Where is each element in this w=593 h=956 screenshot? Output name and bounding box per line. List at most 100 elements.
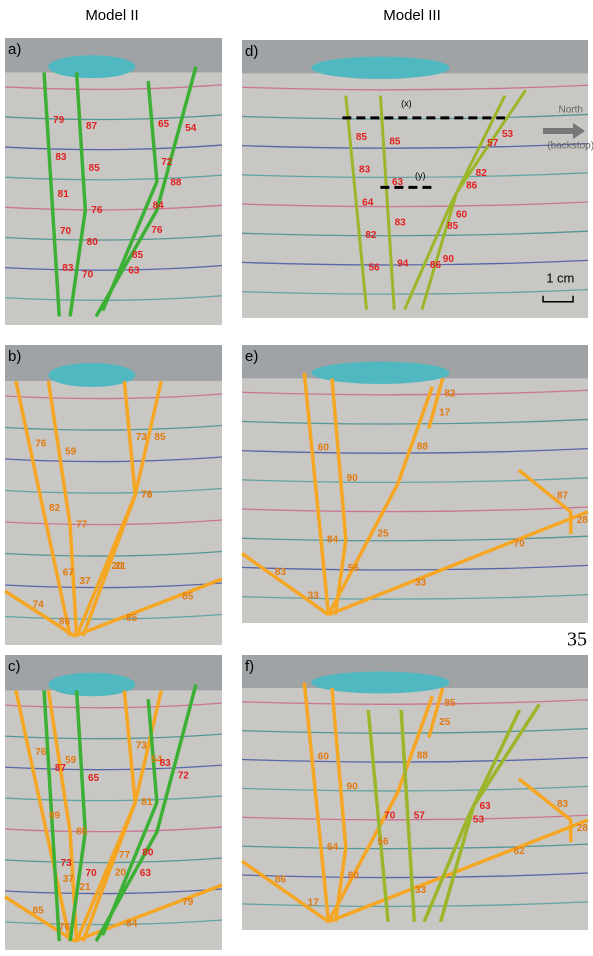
panel: c)76597354857987658372898581777684737080… — [5, 655, 222, 950]
dip-angle: 85 — [154, 432, 166, 443]
dip-angle: 85 — [444, 698, 456, 709]
dip-angle: 20 — [115, 867, 127, 878]
dip-angle: 53 — [473, 815, 485, 826]
dip-angle: 56 — [368, 262, 380, 273]
dip-angle: 76 — [151, 225, 163, 236]
dip-angle: 73 — [141, 490, 153, 501]
page-number: 35 — [567, 629, 587, 651]
dip-angle: 56 — [377, 836, 389, 847]
dip-angle: 90 — [347, 782, 359, 793]
figure: Model II Model III 35 a)7987655483857288… — [0, 0, 593, 956]
panel-label: f) — [245, 658, 254, 675]
dip-angle: 65 — [158, 119, 170, 130]
dip-angle: 64 — [327, 842, 339, 853]
dip-angle: 85 — [182, 591, 194, 602]
dip-angle: 82 — [444, 389, 456, 400]
panel-depression — [311, 57, 449, 79]
dip-angle: 80 — [142, 848, 154, 859]
dip-angle: 84 — [327, 534, 339, 545]
dip-angle: 86 — [466, 180, 478, 191]
dip-angle: 70 — [60, 226, 72, 237]
dip-angle: 77 — [119, 850, 131, 861]
dip-angle: 76 — [91, 205, 103, 216]
dip-angle: 82 — [49, 503, 61, 514]
column-header: Model III — [383, 7, 441, 24]
dip-angle: 83 — [62, 263, 74, 274]
dip-angle: 85 — [447, 221, 459, 232]
annotation: (x) — [401, 98, 412, 108]
annotation: (y) — [415, 171, 426, 181]
dip-angle: 57 — [487, 138, 499, 149]
panel-label: b) — [8, 348, 21, 365]
dip-angle: 33 — [415, 577, 427, 588]
dip-angle: 60 — [318, 442, 330, 453]
dip-angle: 81 — [141, 797, 153, 808]
dip-angle: 17 — [308, 898, 320, 909]
dip-angle: 73 — [136, 432, 148, 443]
dip-angle: 83 — [160, 758, 172, 769]
dip-angle: 83 — [55, 152, 67, 163]
dip-angle: 82 — [476, 168, 488, 179]
dip-angle: 65 — [88, 773, 100, 784]
panel: a)798765548385728881768476708085638370 — [5, 38, 222, 325]
dip-angle: 37 — [79, 576, 91, 587]
dip-angle: 60 — [348, 870, 360, 881]
dip-angle: 33 — [415, 885, 427, 896]
dip-angle: 83 — [359, 165, 371, 176]
dip-angle: 90 — [347, 473, 359, 484]
dip-angle: 88 — [417, 442, 429, 453]
dip-angle: 20 — [112, 561, 124, 572]
dip-angle: 72 — [178, 771, 190, 782]
dip-angle: 85 — [132, 250, 144, 261]
dip-angle: 88 — [170, 178, 182, 189]
dip-angle: 85 — [356, 132, 368, 143]
dip-angle: 88 — [417, 751, 429, 762]
dip-angle: 85 — [389, 136, 401, 147]
dip-angle: 82 — [365, 230, 377, 241]
dip-angle: 33 — [308, 590, 320, 601]
dip-angle: 83 — [395, 218, 407, 229]
panel-label: c) — [8, 658, 21, 675]
dip-angle: 76 — [35, 747, 47, 758]
dip-angle: 86 — [430, 260, 442, 271]
dip-angle: 53 — [502, 129, 514, 140]
dip-angle: 60 — [318, 751, 330, 762]
dip-angle: 87 — [86, 121, 98, 132]
dip-angle: 79 — [182, 897, 194, 908]
dip-angle: 85 — [126, 613, 138, 624]
dip-angle: 90 — [443, 254, 455, 265]
dip-angle: 72 — [161, 157, 173, 168]
panel-label: e) — [245, 348, 258, 365]
dip-angle: 84 — [153, 201, 165, 212]
dip-angle: 67 — [63, 568, 75, 579]
panel-depression — [48, 673, 135, 697]
dip-angle: 85 — [76, 827, 88, 838]
dip-angle: 82 — [514, 846, 526, 857]
panel-depression — [48, 363, 135, 387]
dip-angle: 73 — [61, 858, 73, 869]
dip-angle: 76 — [59, 922, 71, 933]
scale-label: 1 cm — [546, 271, 574, 286]
dip-angle: 54 — [185, 123, 197, 134]
dip-angle: 70 — [86, 868, 98, 879]
dip-angle: 70 — [82, 269, 94, 280]
dip-angle: 28 — [577, 515, 589, 526]
dip-angle: 63 — [140, 868, 152, 879]
dip-angle: 86 — [275, 875, 287, 886]
panel-depression — [48, 55, 135, 78]
dip-angle: 83 — [275, 567, 287, 578]
dip-angle: 63 — [479, 801, 491, 812]
dip-angle: 94 — [397, 258, 409, 269]
dip-angle: 21 — [79, 882, 91, 893]
dip-angle: 85 — [33, 905, 45, 916]
dip-angle: 74 — [33, 600, 45, 611]
dip-angle: 76 — [35, 439, 47, 450]
dip-angle: 64 — [362, 197, 374, 208]
dip-angle: 73 — [136, 740, 148, 751]
dip-angle: 60 — [456, 210, 468, 221]
dip-angle: 89 — [49, 810, 61, 821]
dip-angle: 77 — [76, 520, 88, 531]
dip-angle: 25 — [377, 528, 389, 539]
dip-angle: 87 — [557, 491, 569, 502]
